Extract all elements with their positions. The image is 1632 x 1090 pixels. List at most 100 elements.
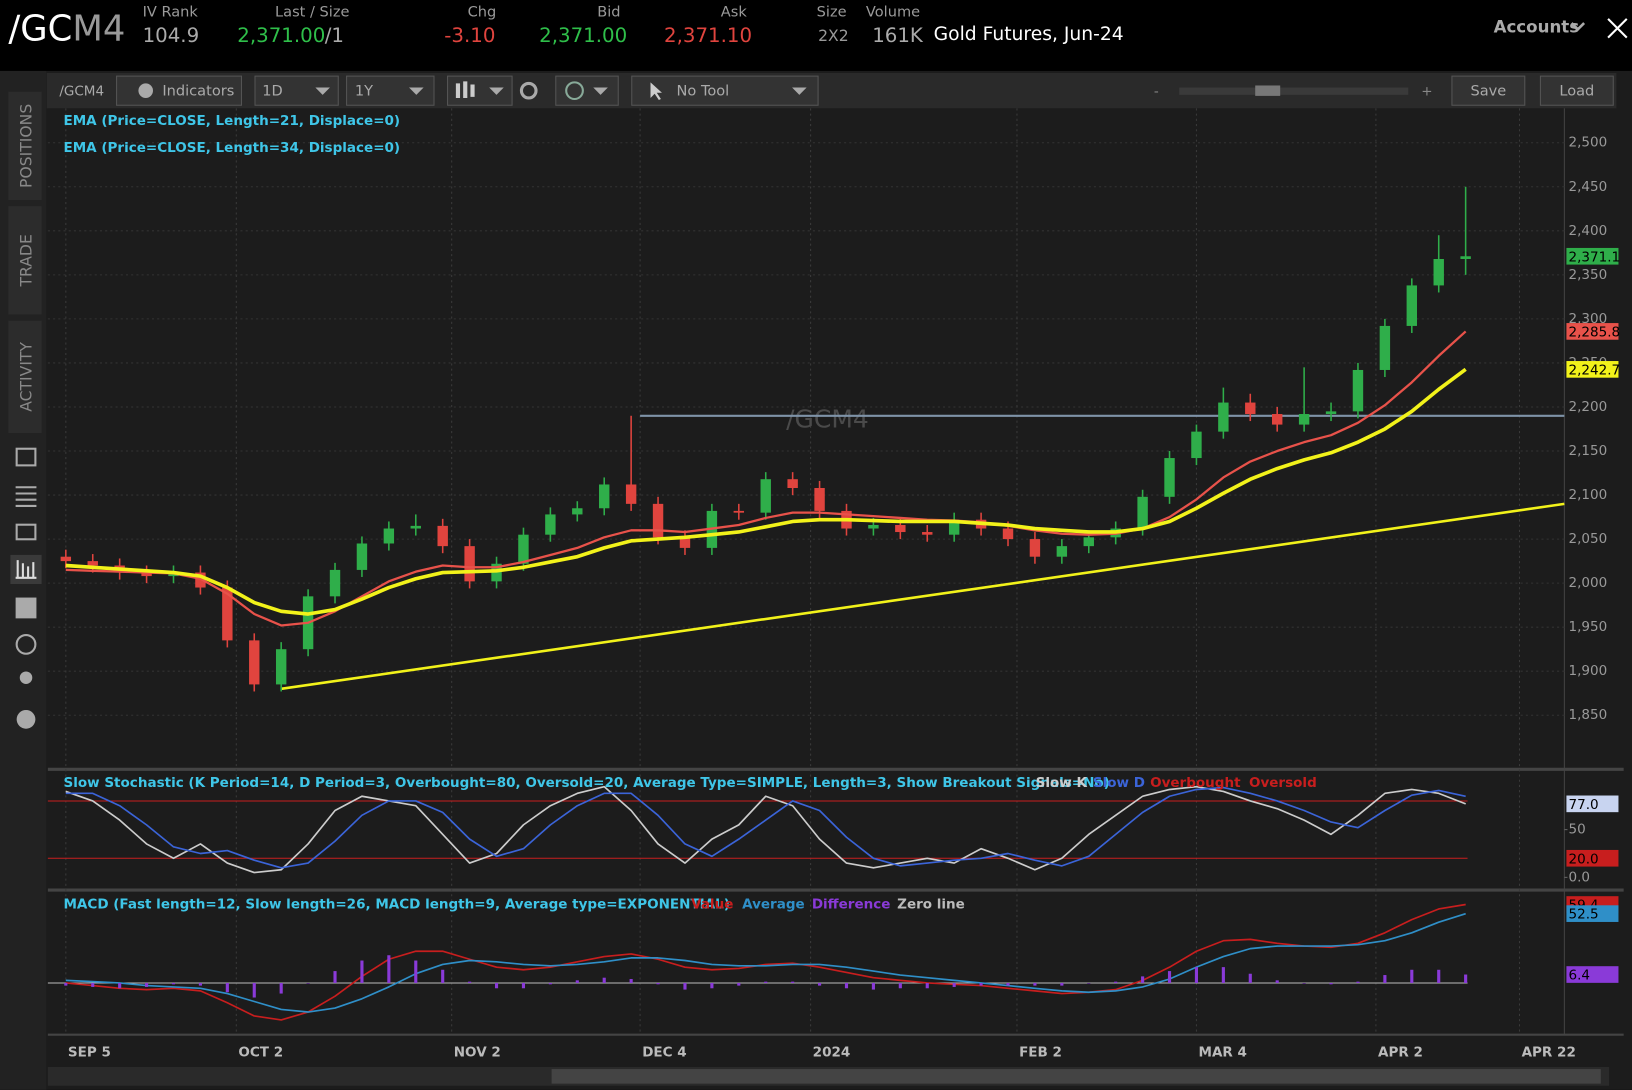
x-tick-label: NOV 2	[454, 1044, 501, 1060]
icon[interactable]	[15, 523, 37, 541]
price-marker	[1566, 849, 1619, 867]
legend-entry: Difference	[812, 897, 891, 913]
indicators-label: Indicators	[162, 83, 234, 100]
icon	[15, 560, 37, 579]
histogram-bar	[737, 982, 741, 986]
save-button[interactable]	[1451, 75, 1526, 106]
dropdown-arrow	[792, 87, 807, 95]
candle-body	[1272, 414, 1283, 425]
candle-body	[922, 532, 933, 535]
indicators-button[interactable]	[116, 75, 242, 106]
histogram-bar	[1356, 981, 1360, 983]
icon[interactable]	[15, 597, 37, 619]
tab[interactable]	[8, 91, 42, 200]
tab[interactable]	[8, 206, 42, 315]
histogram-bar	[1114, 981, 1118, 983]
histogram-bar	[1167, 971, 1172, 983]
histogram-bar	[198, 982, 202, 986]
candle-body	[1298, 414, 1310, 425]
zoom-slider[interactable]	[1179, 87, 1409, 95]
load-button[interactable]	[1539, 75, 1614, 106]
histogram-bar	[1275, 980, 1279, 983]
histogram-bar	[1410, 969, 1414, 983]
tool-select[interactable]	[631, 75, 819, 106]
price-marker	[1566, 323, 1619, 340]
candle-body	[195, 572, 206, 588]
size-label: Size	[817, 4, 847, 21]
settings-icon[interactable]	[519, 81, 538, 100]
tab-label: TRADE	[18, 234, 36, 287]
y-tick-label: 1,850	[1569, 707, 1608, 723]
tab-label: POSITIONS	[18, 104, 36, 188]
candle-body	[1406, 285, 1418, 326]
price-marker	[1566, 795, 1619, 813]
y-tick-label: 2,350	[1569, 267, 1608, 283]
symbol-month: M4	[72, 8, 125, 49]
candle-body	[1218, 402, 1229, 432]
x-tick-label: APR 2	[1378, 1044, 1423, 1060]
icon[interactable]	[15, 633, 37, 655]
volume-label: Volume	[866, 4, 920, 21]
histogram-bar	[468, 981, 472, 983]
x-tick-label: DEC 4	[642, 1044, 686, 1060]
histogram-bar	[629, 979, 633, 983]
candle-body	[814, 488, 825, 511]
size: 2X2	[818, 27, 849, 45]
legend-entry: Slow D	[1093, 775, 1145, 791]
bid: 2,371.00	[539, 24, 627, 47]
price-marker-label: 2,242.7	[1569, 362, 1621, 378]
price-marker	[1566, 247, 1619, 265]
candle-body	[760, 479, 771, 513]
histogram-bar	[1302, 982, 1306, 984]
period-label: 1Y	[355, 83, 373, 100]
candle-body	[599, 484, 610, 509]
zoom-out[interactable]: -	[1154, 84, 1159, 100]
icon[interactable]	[15, 486, 37, 508]
close-icon[interactable]	[1607, 18, 1628, 39]
y-tick-label: 0.0	[1569, 869, 1591, 885]
histogram-bar	[1060, 982, 1064, 986]
save-label: Save	[1470, 83, 1506, 100]
cursor-icon	[650, 82, 662, 101]
legend-entry: Slow K	[1036, 775, 1088, 791]
histogram-bar	[1383, 975, 1387, 983]
histogram-bar	[521, 982, 526, 989]
x-tick-label: APR 22	[1522, 1044, 1576, 1060]
icon[interactable]	[15, 447, 37, 467]
histogram-bar	[1087, 982, 1091, 984]
y-tick-label: 2,000	[1569, 575, 1608, 591]
candle-body	[275, 649, 287, 685]
y-tick-label: 2,500	[1569, 135, 1608, 151]
candle-body	[1137, 496, 1148, 529]
candle-body	[572, 508, 583, 515]
x-tick-label: 2024	[813, 1044, 851, 1060]
histogram-bar	[1221, 967, 1225, 983]
icon[interactable]	[16, 709, 36, 729]
zoom-handle[interactable]	[1255, 85, 1281, 96]
candle-body	[1002, 528, 1014, 540]
main-pane	[47, 108, 1565, 768]
scroll-thumb[interactable]	[551, 1069, 1601, 1084]
histogram-bar	[145, 982, 149, 987]
y-tick-label: 2,050	[1569, 531, 1608, 547]
zoom-in[interactable]: +	[1421, 84, 1432, 100]
accounts-menu[interactable]: Accounts	[1494, 18, 1580, 37]
chart-style-icon	[455, 81, 475, 98]
candle-body	[410, 525, 421, 529]
candle-body	[652, 503, 664, 538]
indicators-icon	[138, 83, 153, 98]
icon-active[interactable]	[10, 554, 42, 585]
symbol: /GCM4	[8, 8, 125, 49]
icon[interactable]	[19, 671, 33, 684]
histogram-bar	[764, 981, 768, 983]
study-label: EMA (Price=CLOSE, Length=21, Displace=0)	[63, 113, 400, 129]
histogram-bar	[979, 982, 983, 986]
candle-body	[518, 534, 529, 564]
histogram-bar	[387, 955, 391, 983]
tab[interactable]	[8, 320, 42, 434]
candle-body	[60, 556, 72, 562]
series-line	[65, 903, 1466, 1021]
x-tick-label: FEB 2	[1019, 1044, 1062, 1060]
y-tick-label: 2,450	[1569, 179, 1608, 195]
accounts-chevron[interactable]	[1570, 22, 1586, 32]
